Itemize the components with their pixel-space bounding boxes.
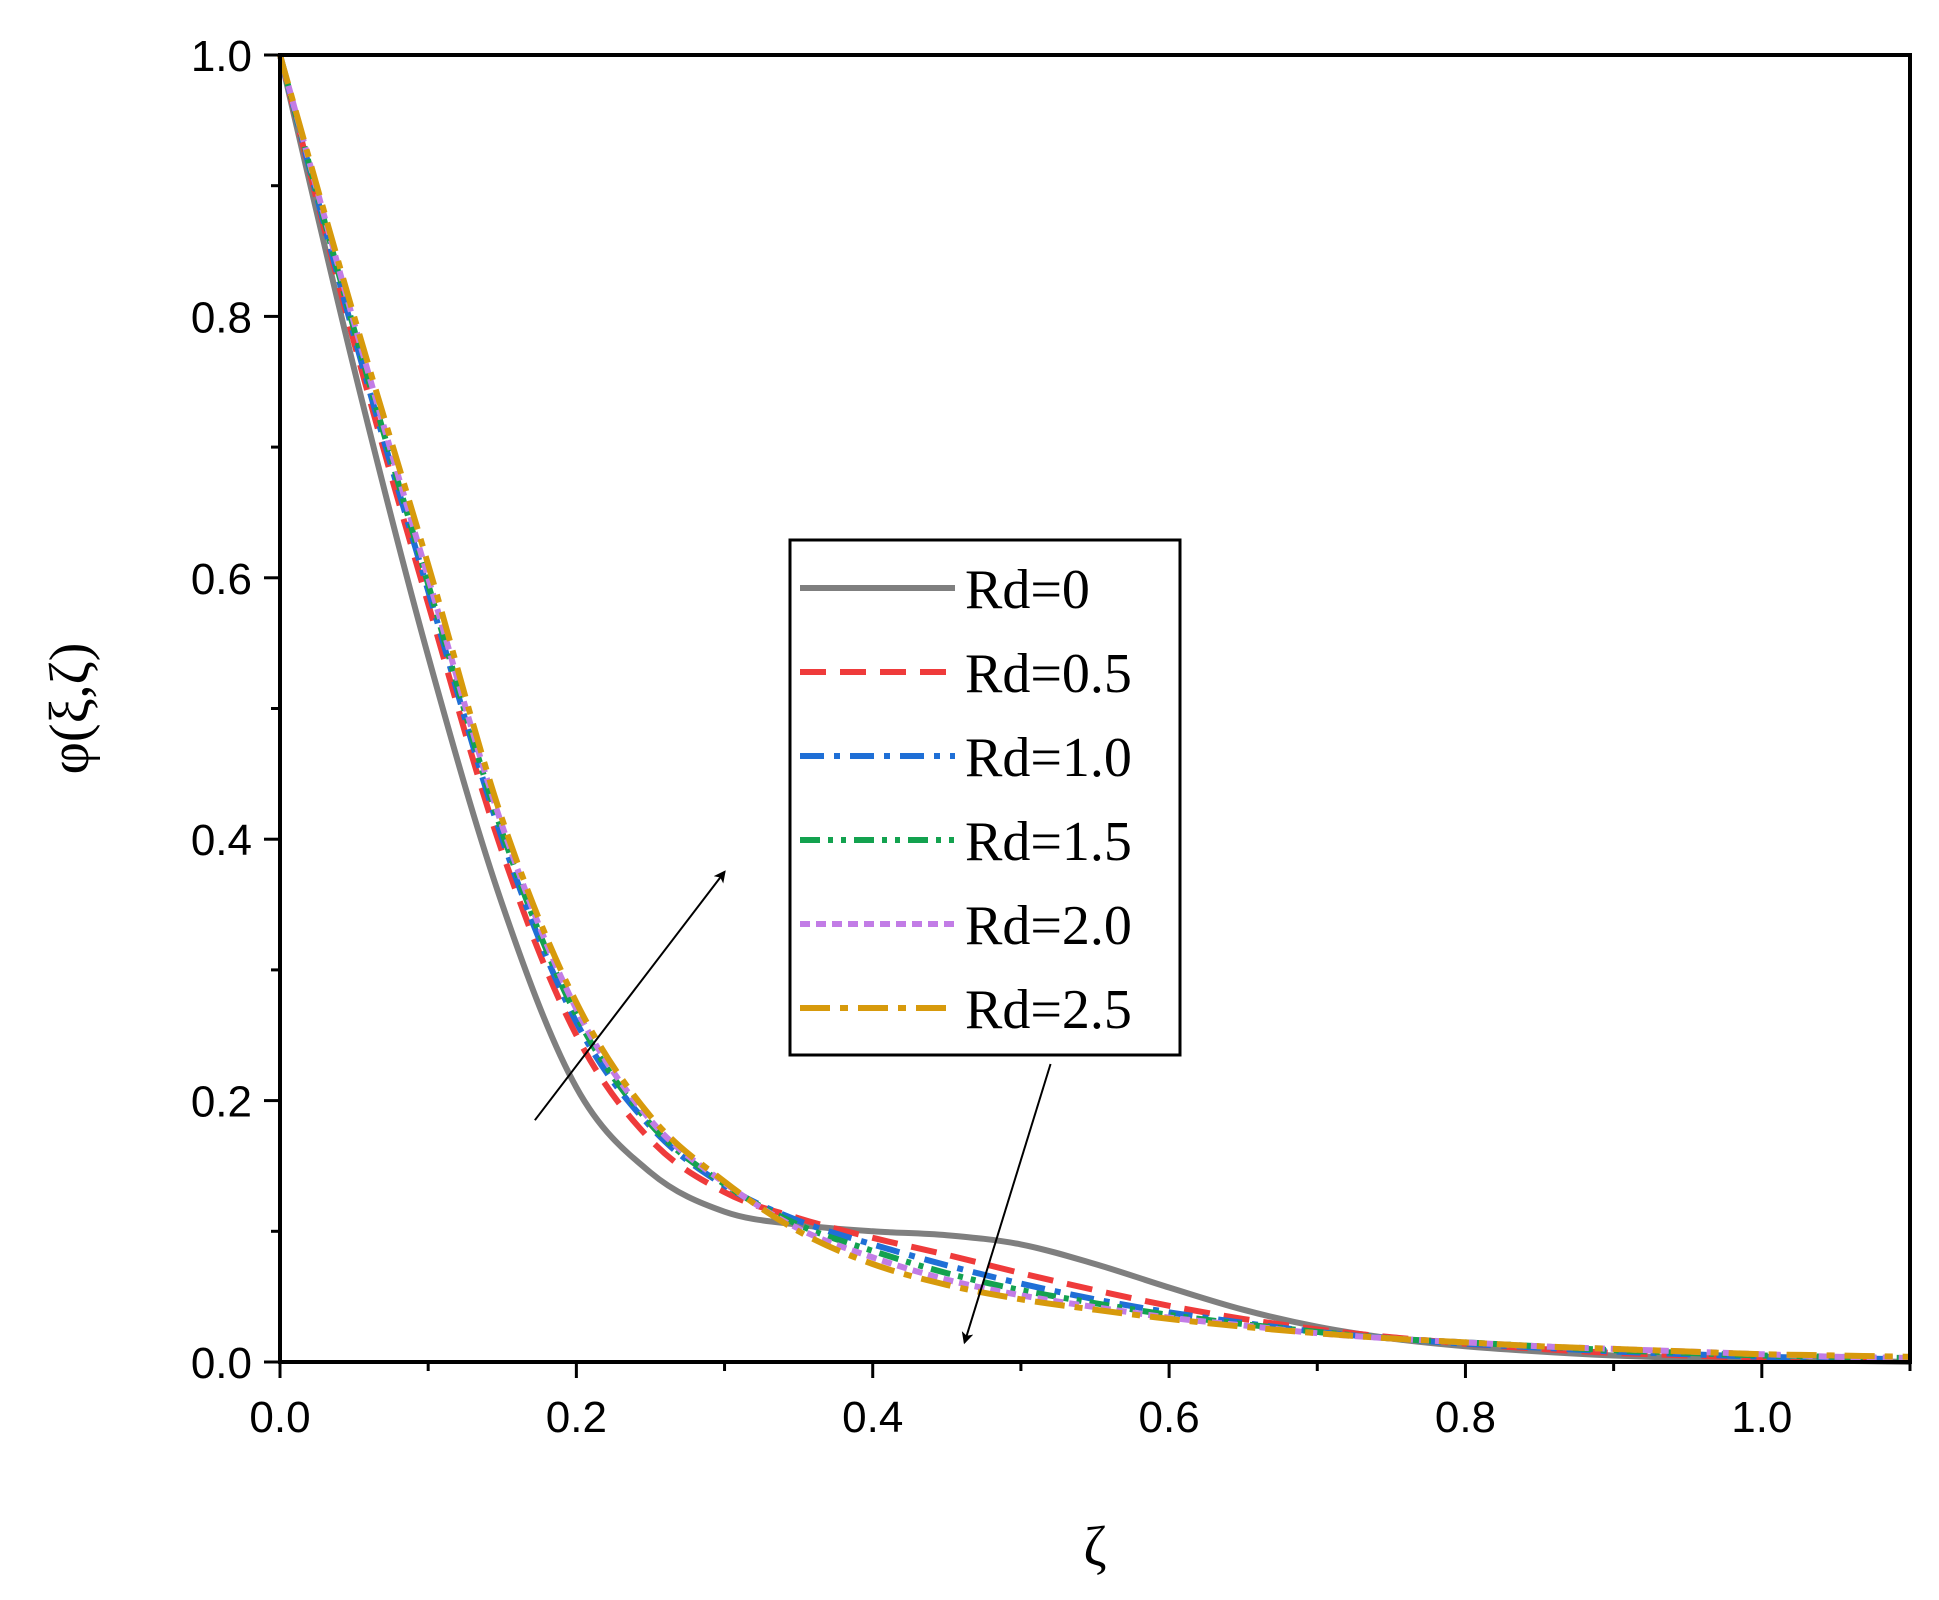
legend-label-0: Rd=0 [965,559,1090,621]
y-tick-label: 0.2 [191,1078,252,1127]
x-tick-label: 0.8 [1435,1393,1496,1442]
y-tick-label: 1.0 [191,32,252,81]
legend-label-4: Rd=2.0 [965,895,1132,957]
legend-label-1: Rd=0.5 [965,643,1132,705]
y-tick-label: 0.6 [191,555,252,604]
trend-arrow-decreasing [961,1063,1052,1345]
series-layer [277,54,1911,1365]
legend: Rd=0 Rd=0.5 Rd=1.0 Rd=1.5 Rd=2.0 Rd=2.5 [788,538,1182,1057]
series-line-5 [277,54,1911,1360]
tick-layer: 0.0 0.2 0.4 0.6 0.8 1.0 0.0 0.2 0.4 0.6 0.8 1.0 [191,32,1912,1442]
x-tick-label: 0.4 [842,1393,903,1442]
trend-arrow-increasing [534,870,726,1121]
x-tick-label: 0.2 [546,1393,607,1442]
legend-label-5: Rd=2.5 [965,979,1132,1041]
x-tick-label: 0.6 [1139,1393,1200,1442]
annotation-layer [534,870,1052,1345]
x-tick-label: 0.0 [249,1393,310,1442]
x-axis-title: ζ [1083,1516,1106,1578]
y-tick-label: 0.8 [191,293,252,342]
legend-label-2: Rd=1.0 [965,727,1132,789]
y-tick-label: 0.0 [191,1339,252,1388]
y-axis-title: φ(ξ,ζ) [39,643,101,775]
legend-box [788,538,1182,1057]
x-tick-label: 1.0 [1731,1393,1792,1442]
y-tick-label: 0.4 [191,816,252,865]
legend-label-3: Rd=1.5 [965,811,1132,873]
